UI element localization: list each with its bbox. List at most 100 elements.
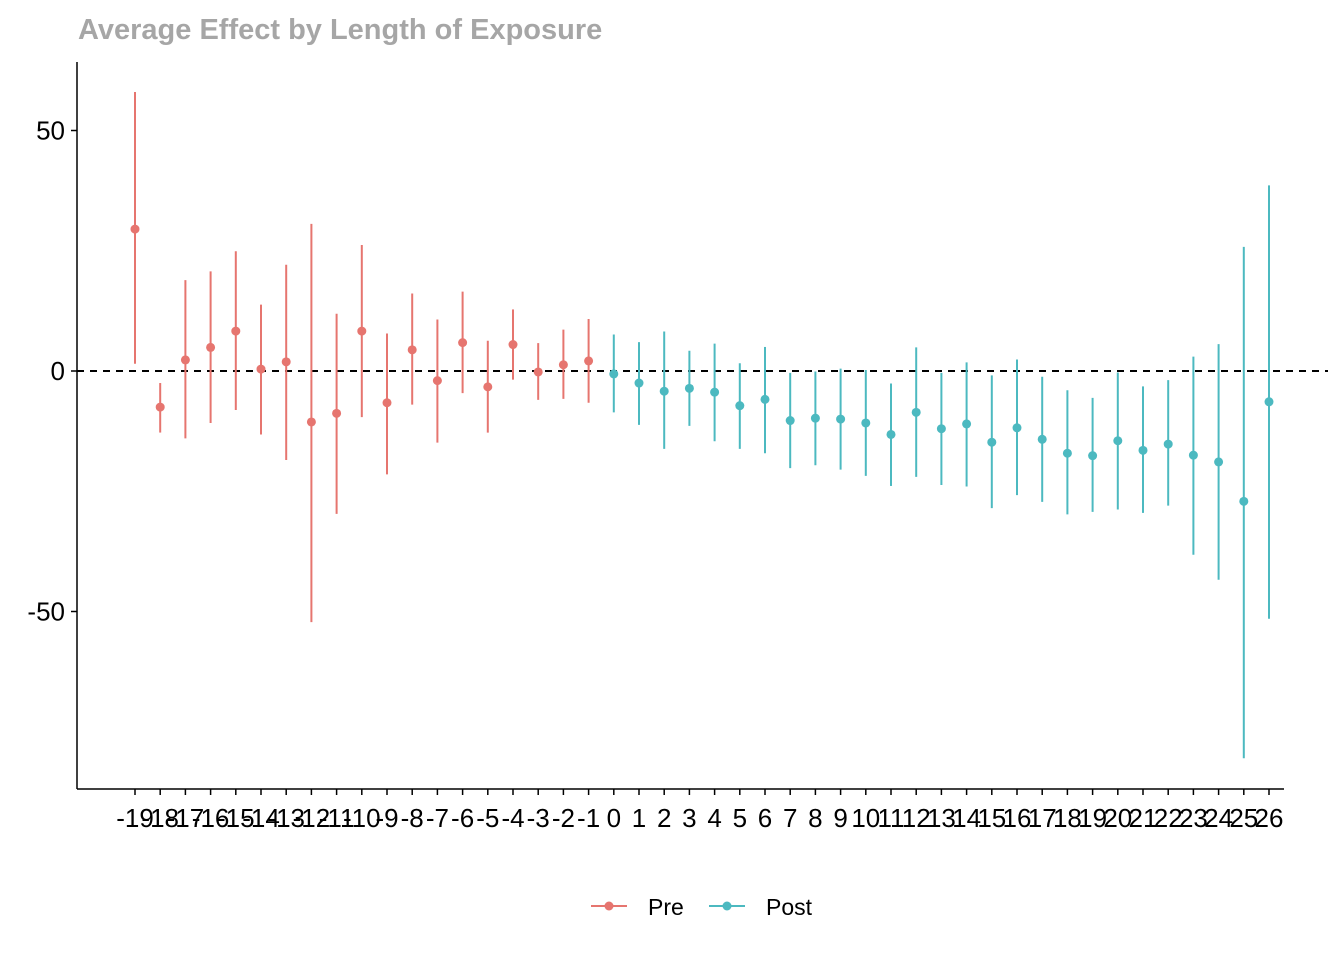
point-estimate bbox=[659, 386, 669, 396]
point-estimate bbox=[332, 408, 342, 418]
point-estimate bbox=[760, 394, 770, 404]
point-estimate bbox=[584, 356, 594, 366]
x-tick-label: -7 bbox=[426, 803, 449, 833]
point-estimate bbox=[155, 402, 165, 412]
point-estimate bbox=[1088, 451, 1098, 461]
x-tick-label: 2 bbox=[657, 803, 671, 833]
x-tick-label: -11 bbox=[319, 803, 355, 833]
point-estimate bbox=[1113, 436, 1123, 446]
legend-item-post: Post bbox=[709, 894, 813, 920]
point-estimate bbox=[281, 357, 291, 367]
point-estimate bbox=[180, 355, 190, 365]
x-tick-label: 9 bbox=[833, 803, 847, 833]
point-estimate bbox=[483, 382, 493, 392]
point-estimate bbox=[911, 407, 921, 417]
x-tick-label: 4 bbox=[707, 803, 721, 833]
point-estimate bbox=[936, 424, 946, 434]
x-tick-label: 0 bbox=[607, 803, 621, 833]
y-axis-ticks: 50 0 -50 bbox=[27, 116, 77, 627]
x-tick-label: 15 bbox=[977, 803, 1006, 833]
point-estimate bbox=[810, 413, 820, 423]
point-estimate bbox=[231, 326, 241, 336]
x-tick-label: -10 bbox=[343, 803, 381, 833]
x-tick-label: -6 bbox=[451, 803, 474, 833]
point-estimate bbox=[684, 383, 694, 393]
x-tick-label: 17 bbox=[1028, 803, 1057, 833]
legend-post-label: Post bbox=[766, 894, 813, 920]
x-tick-label: -19 bbox=[116, 803, 154, 833]
point-estimate bbox=[533, 367, 543, 377]
x-tick-label: -5 bbox=[476, 803, 499, 833]
point-estimate bbox=[306, 417, 316, 427]
point-estimate bbox=[1138, 445, 1148, 455]
axes bbox=[76, 62, 1284, 790]
point-estimate bbox=[508, 340, 518, 350]
legend-post-key-dot bbox=[722, 901, 732, 911]
series-pre bbox=[130, 92, 594, 623]
point-estimate bbox=[962, 419, 972, 429]
series-post bbox=[609, 185, 1274, 759]
x-tick-label: 3 bbox=[682, 803, 696, 833]
point-estimate bbox=[886, 429, 896, 439]
point-estimate bbox=[1264, 397, 1274, 407]
point-estimate bbox=[407, 345, 417, 355]
legend-pre-key-dot bbox=[604, 901, 614, 911]
legend-item-pre: Pre bbox=[591, 894, 684, 920]
point-estimate bbox=[1037, 434, 1047, 444]
x-tick-label: 20 bbox=[1103, 803, 1132, 833]
x-tick-label: 12 bbox=[902, 803, 931, 833]
point-estimate bbox=[1239, 496, 1249, 506]
point-estimate bbox=[130, 224, 140, 234]
x-tick-label: -1 bbox=[577, 803, 600, 833]
series-layer bbox=[130, 92, 1274, 759]
point-estimate bbox=[1214, 457, 1224, 467]
x-tick-label: -18 bbox=[141, 803, 179, 833]
x-tick-label: -16 bbox=[192, 803, 230, 833]
point-estimate bbox=[609, 369, 619, 379]
point-estimate bbox=[785, 416, 795, 426]
x-tick-label: 25 bbox=[1229, 803, 1258, 833]
x-tick-label: -13 bbox=[267, 803, 305, 833]
point-estimate bbox=[735, 401, 745, 411]
legend: Pre Post bbox=[591, 894, 813, 920]
x-tick-label: 13 bbox=[927, 803, 956, 833]
x-tick-label: 1 bbox=[632, 803, 646, 833]
y-tick-label: 0 bbox=[51, 356, 65, 386]
point-estimate bbox=[634, 378, 644, 388]
point-estimate bbox=[382, 398, 392, 408]
x-tick-label: 23 bbox=[1179, 803, 1208, 833]
point-estimate bbox=[1012, 423, 1022, 433]
x-tick-label: 26 bbox=[1255, 803, 1284, 833]
point-estimate bbox=[256, 364, 266, 374]
y-tick-label: -50 bbox=[27, 597, 65, 627]
x-tick-label: 10 bbox=[851, 803, 880, 833]
x-tick-label: -3 bbox=[527, 803, 550, 833]
x-tick-label: -14 bbox=[242, 803, 280, 833]
x-axis-ticks: -19-18-17-16-15-14-13-12-11-10-9 -8 -7 -6 -5… bbox=[116, 789, 1283, 833]
point-estimate bbox=[357, 326, 367, 336]
x-tick-label: 18 bbox=[1053, 803, 1082, 833]
x-tick-label: -4 bbox=[501, 803, 524, 833]
x-tick-label: 7 bbox=[783, 803, 797, 833]
x-tick-label: -17 bbox=[167, 803, 205, 833]
x-tick-label: 24 bbox=[1204, 803, 1233, 833]
x-tick-label: -9 bbox=[375, 803, 398, 833]
point-estimate bbox=[432, 376, 442, 386]
x-tick-label: 14 bbox=[952, 803, 981, 833]
point-estimate bbox=[458, 338, 468, 348]
x-tick-label: -12 bbox=[293, 803, 331, 833]
x-tick-label: -8 bbox=[401, 803, 424, 833]
point-estimate bbox=[1188, 450, 1198, 460]
x-tick-label: 5 bbox=[733, 803, 747, 833]
point-estimate bbox=[710, 387, 720, 397]
x-tick-label: -15 bbox=[217, 803, 255, 833]
point-estimate bbox=[836, 414, 846, 424]
x-tick-label: 21 bbox=[1129, 803, 1158, 833]
point-estimate bbox=[558, 360, 568, 370]
x-tick-label: 8 bbox=[808, 803, 822, 833]
legend-pre-label: Pre bbox=[648, 894, 684, 920]
x-tick-label: 6 bbox=[758, 803, 772, 833]
point-estimate bbox=[987, 437, 997, 447]
point-estimate bbox=[1163, 439, 1173, 449]
